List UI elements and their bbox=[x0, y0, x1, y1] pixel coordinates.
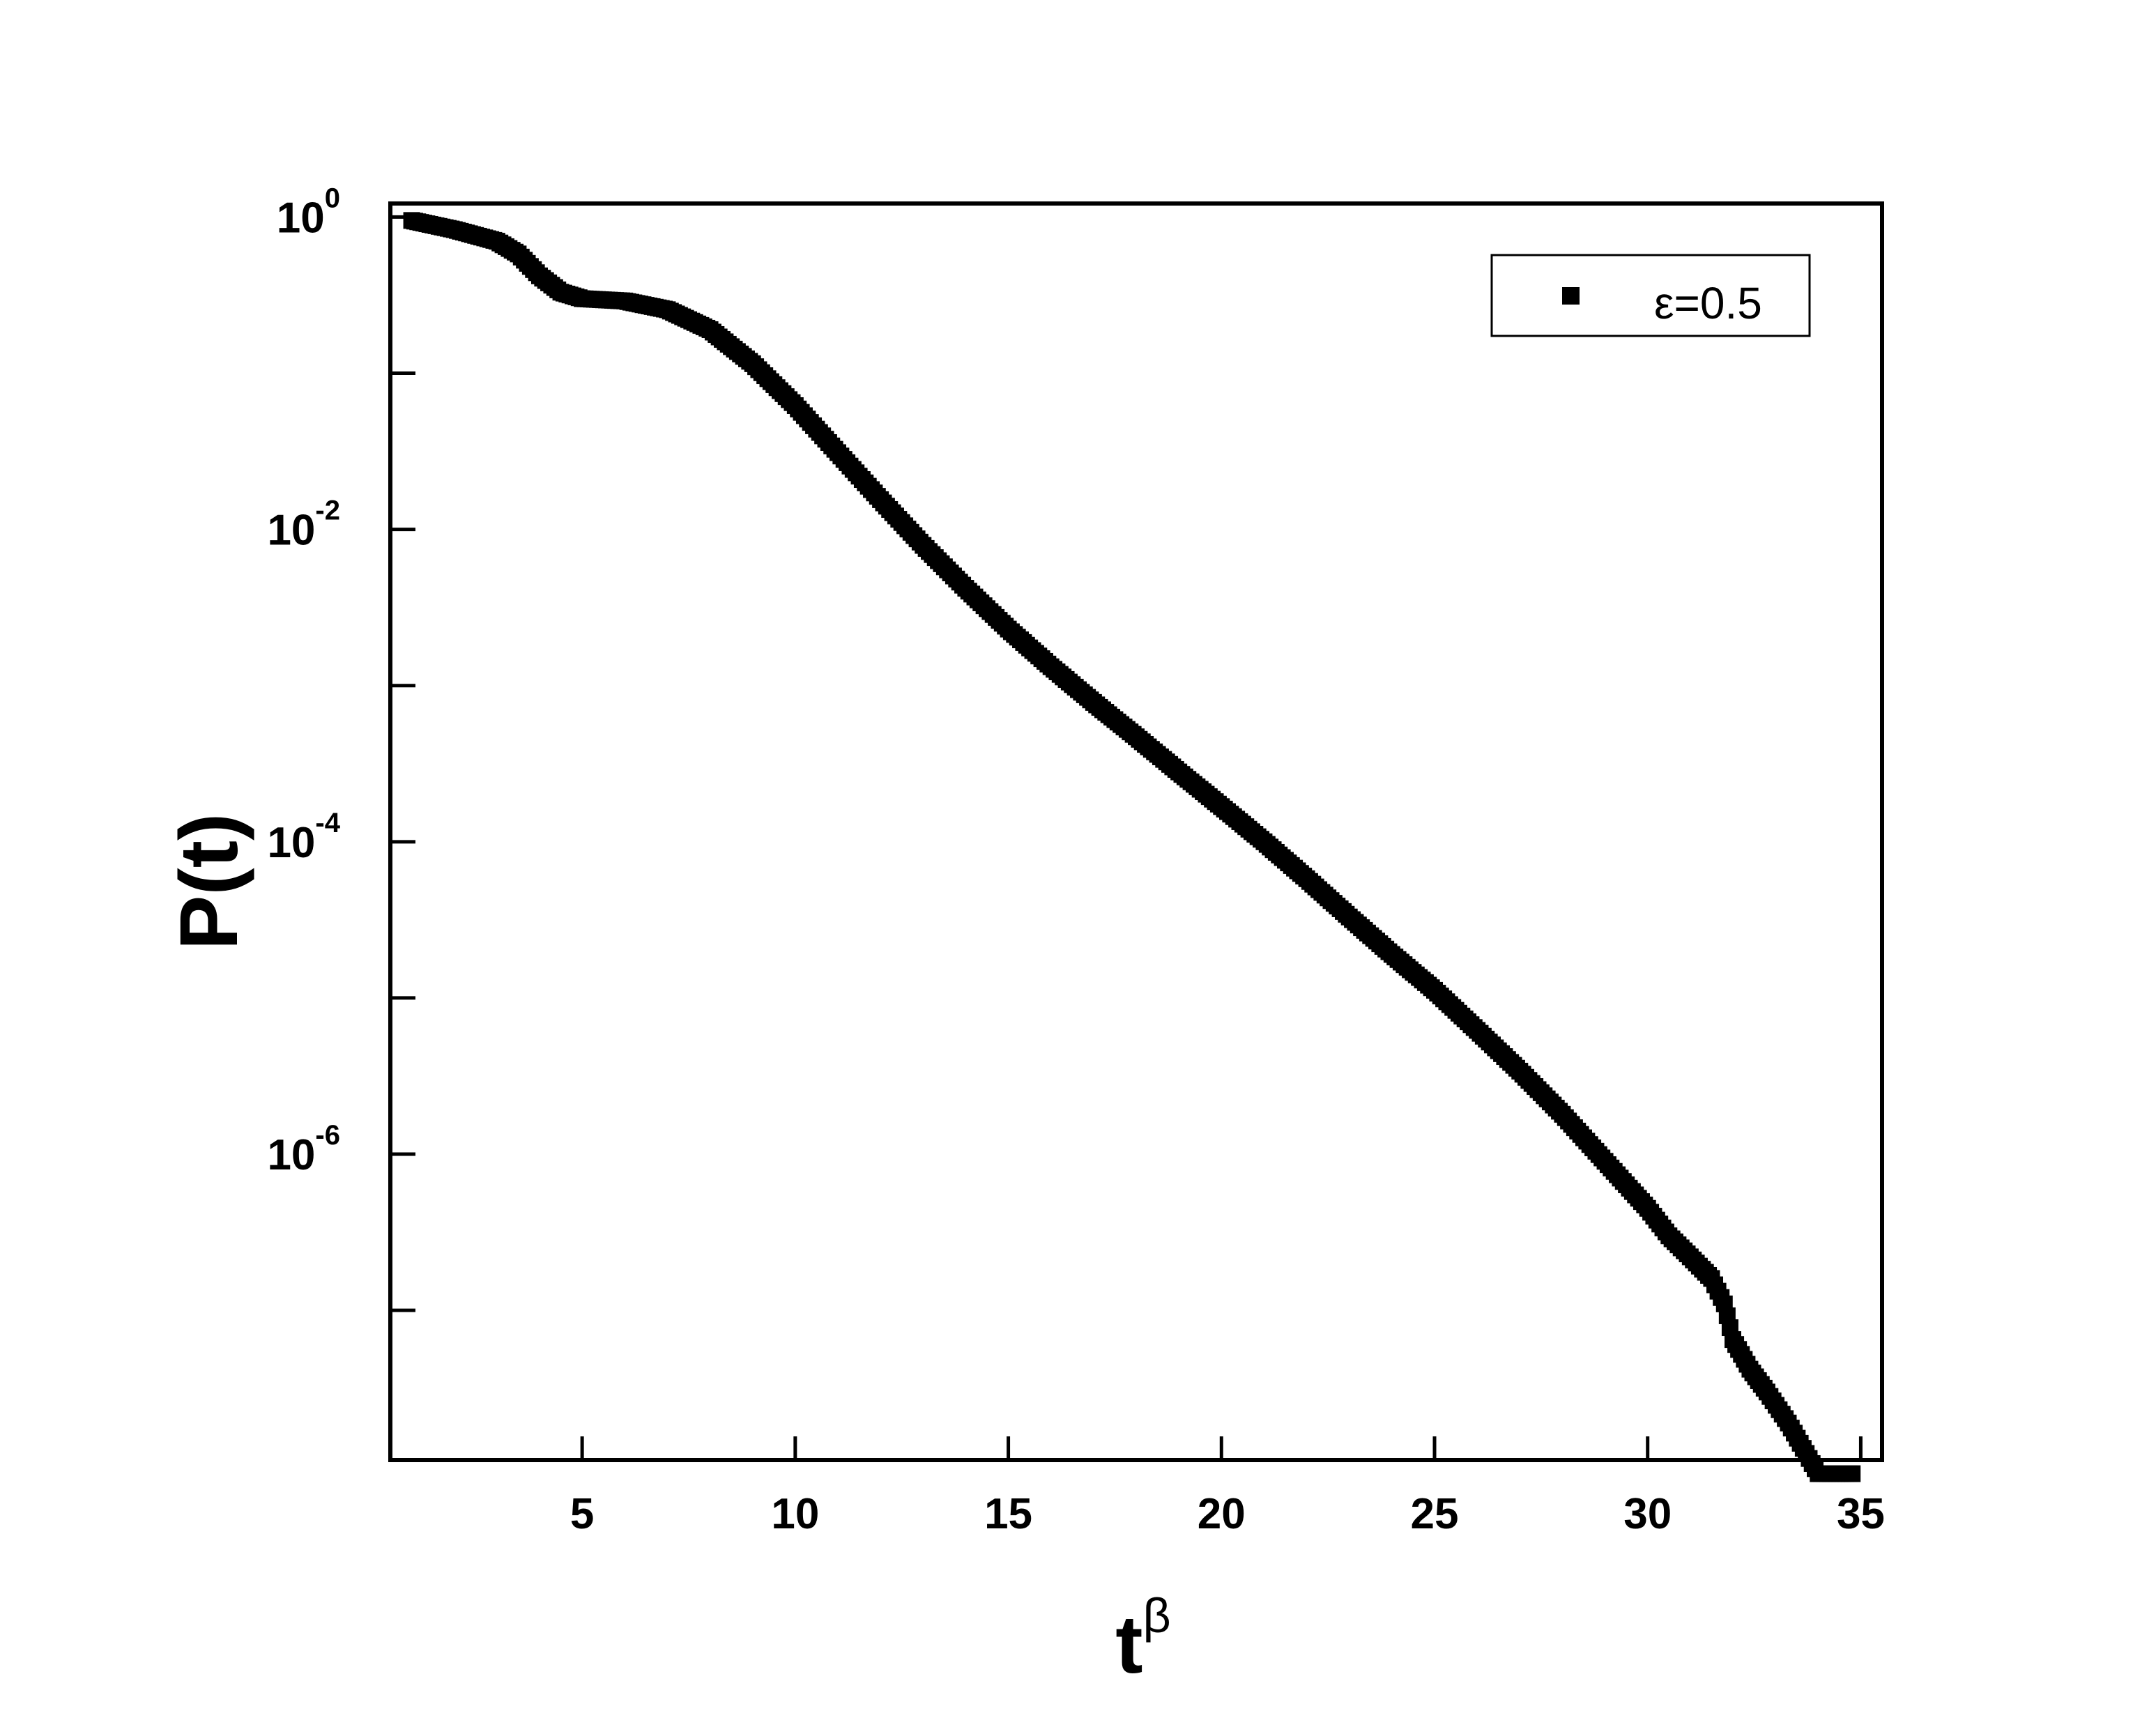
y-tick-label--4: 10-4 bbox=[267, 808, 340, 867]
legend-label: ε=0.5 bbox=[1654, 278, 1762, 328]
x-tick-label-25: 25 bbox=[1411, 1490, 1459, 1538]
y-tick-exponent: -4 bbox=[315, 808, 340, 838]
y-tick-label--6: 10-6 bbox=[267, 1120, 340, 1179]
data-series bbox=[403, 212, 1861, 1482]
legend-marker bbox=[1562, 287, 1580, 305]
y-tick-exponent: 0 bbox=[325, 183, 340, 213]
y-tick-base: 10 bbox=[267, 1131, 315, 1179]
x-axis-title: tβ bbox=[1115, 1588, 1171, 1691]
x-tick-label-10: 10 bbox=[771, 1490, 819, 1538]
x-axis: 5 10 15 20 25 30 35 bbox=[570, 1436, 1885, 1538]
x-tick-label-15: 15 bbox=[984, 1490, 1032, 1538]
x-tick-label-5: 5 bbox=[570, 1490, 594, 1538]
y-tick-base: 10 bbox=[267, 819, 315, 867]
y-tick-exponent: -6 bbox=[315, 1120, 340, 1151]
y-tick-label-0: 100 bbox=[277, 183, 340, 242]
plot-frame bbox=[388, 201, 1884, 1462]
data-point bbox=[1844, 1465, 1861, 1482]
y-tick-base: 10 bbox=[277, 194, 325, 242]
legend[interactable]: ε=0.5 bbox=[1490, 254, 1811, 337]
x-tick-label-20: 20 bbox=[1198, 1490, 1246, 1538]
y-axis-title: P(t) bbox=[163, 813, 255, 951]
x-tick-label-30: 30 bbox=[1623, 1490, 1672, 1538]
y-tick-base: 10 bbox=[267, 507, 315, 555]
x-tick-label-35: 35 bbox=[1837, 1490, 1885, 1538]
y-tick-exponent: -2 bbox=[315, 496, 340, 526]
legend-box bbox=[1490, 254, 1811, 337]
y-tick-label--2: 10-2 bbox=[267, 496, 340, 555]
